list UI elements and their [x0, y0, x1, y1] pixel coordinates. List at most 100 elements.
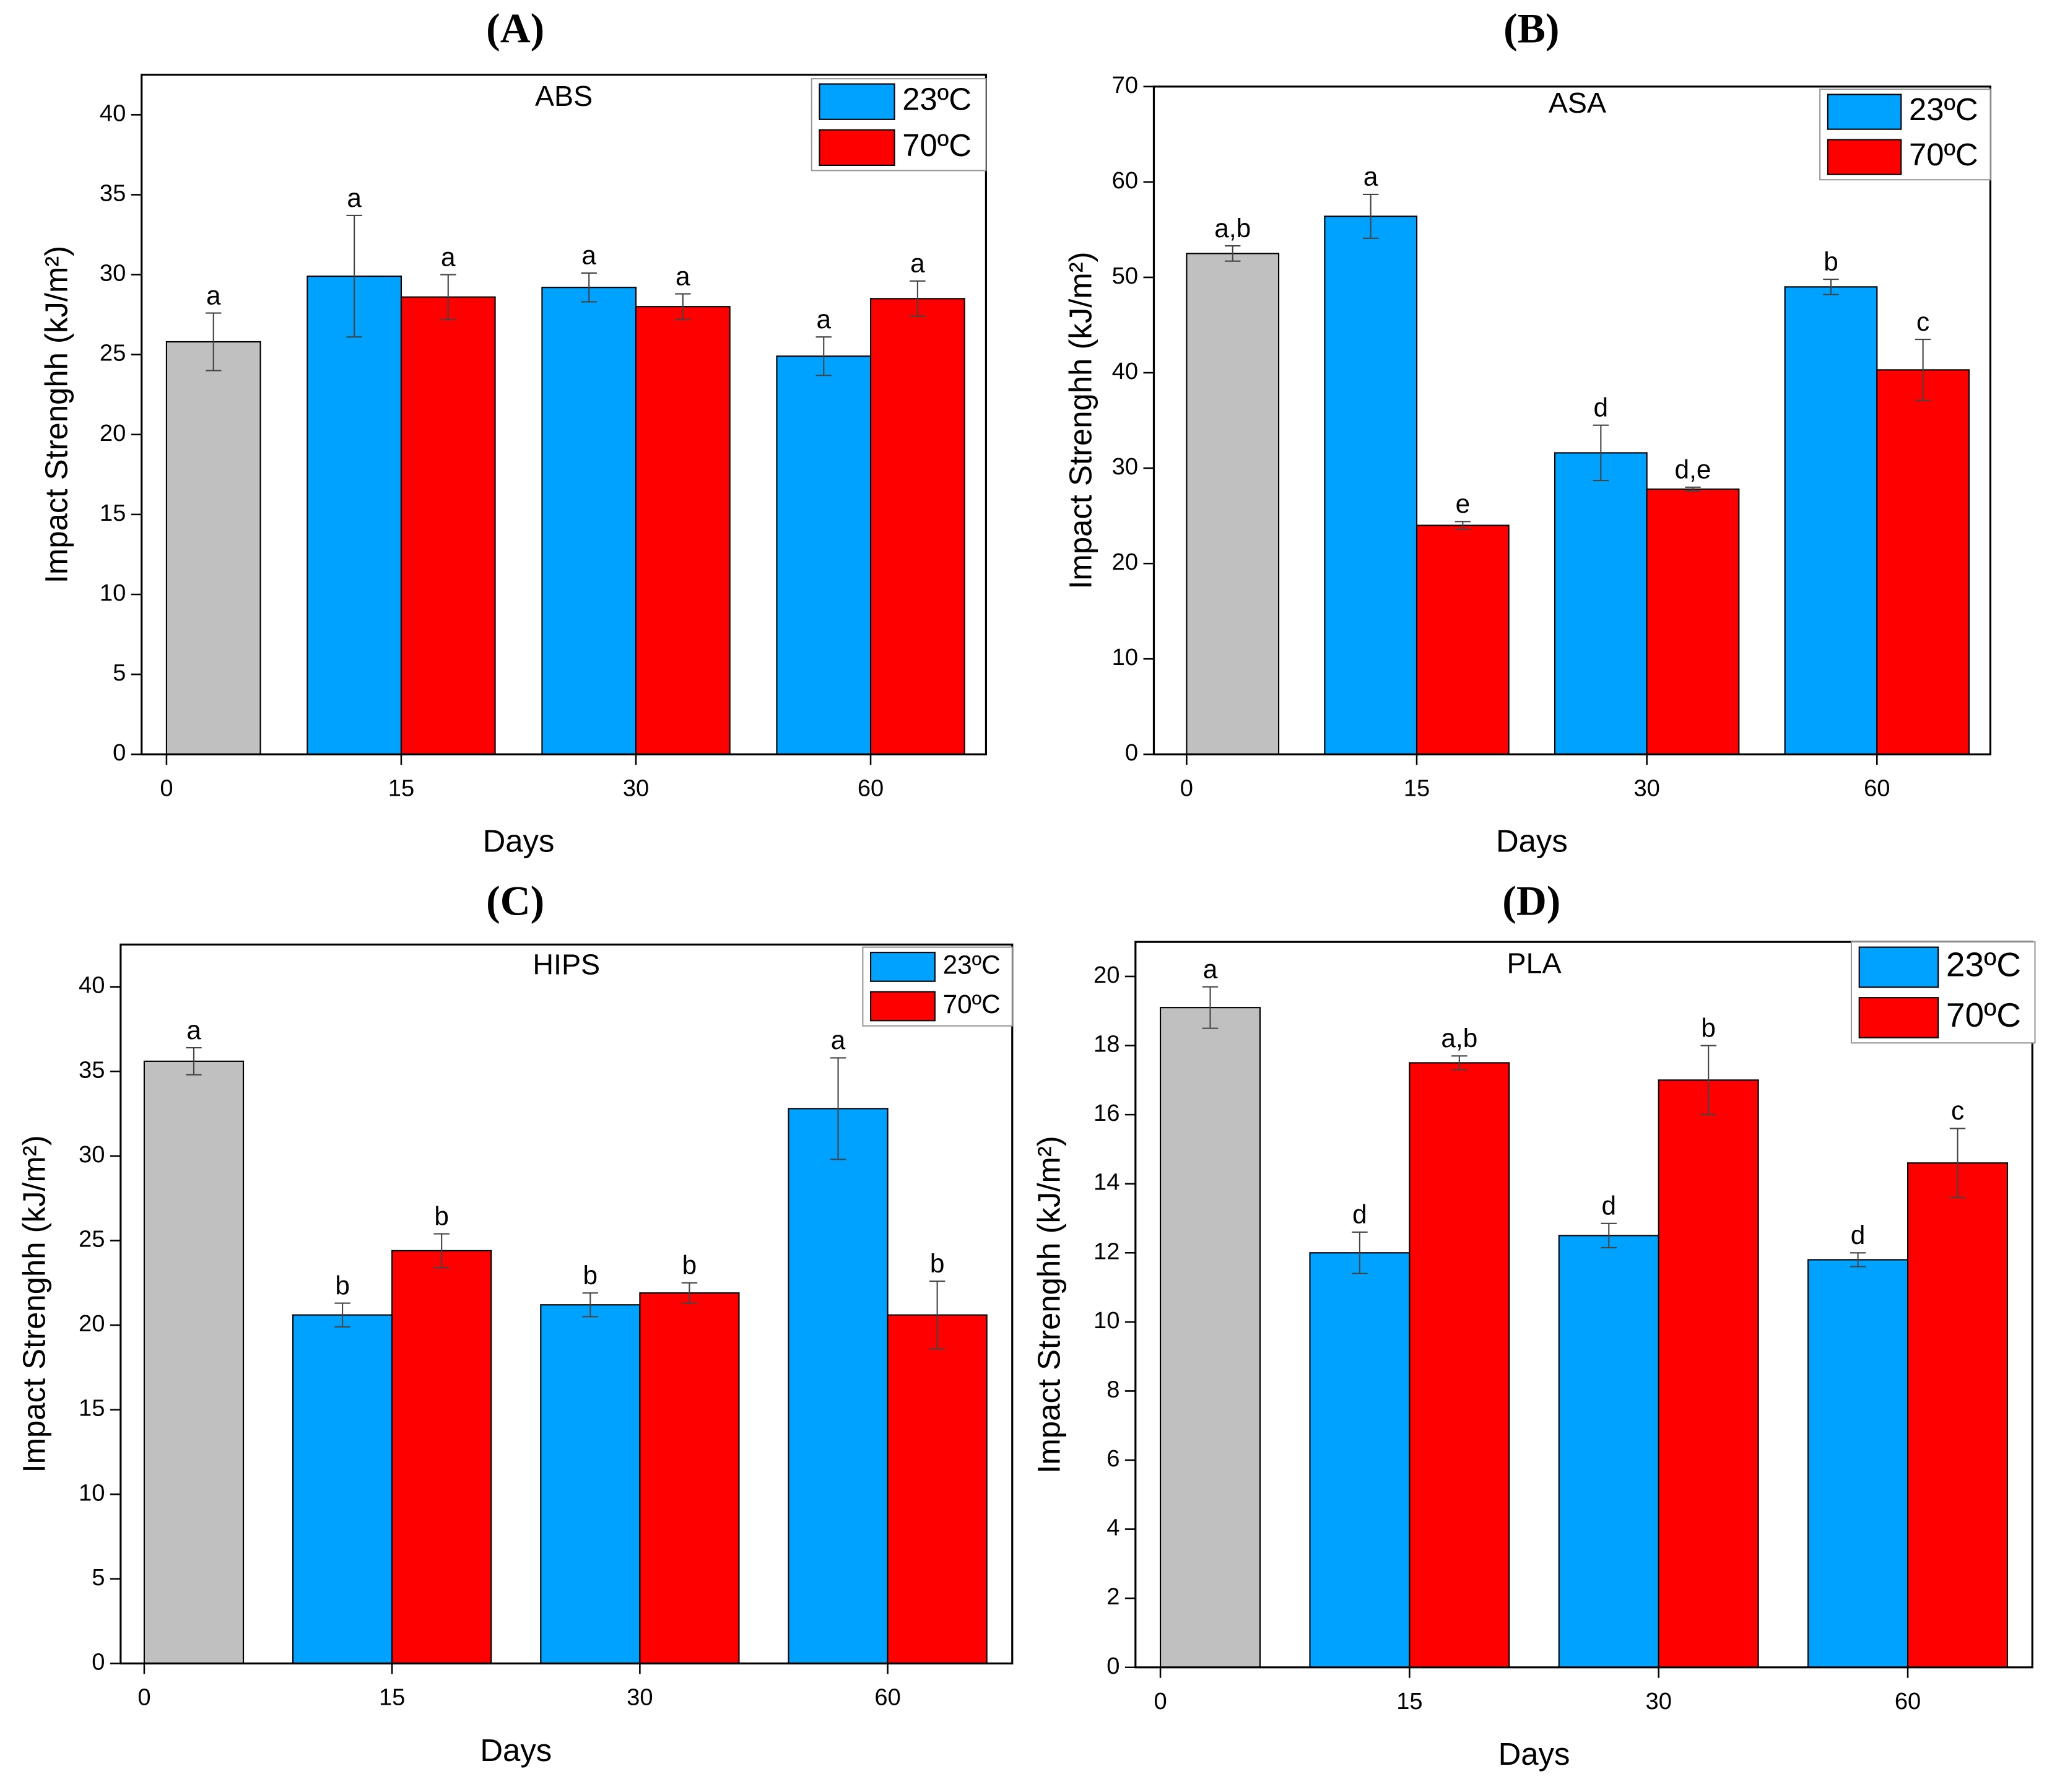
y-tick-label: 10 [79, 1479, 105, 1506]
panel-subtitle: ASA [1549, 87, 1606, 119]
significance-label: b [583, 1261, 598, 1290]
legend-swatch [1827, 139, 1902, 175]
bar [639, 1292, 740, 1664]
plot-frame [1152, 85, 1992, 755]
y-axis-label: Impact Strenghh (kJ/m²) [17, 1135, 52, 1472]
significance-label: b [930, 1249, 945, 1278]
bar [788, 1108, 889, 1664]
bar [1646, 488, 1740, 755]
bar [400, 296, 496, 755]
bar [870, 298, 965, 755]
significance-label: d,e [1675, 455, 1711, 484]
x-axis-label: Days [480, 1733, 552, 1768]
x-tick-label: 60 [1895, 1688, 1921, 1715]
y-tick-label: 8 [1106, 1376, 1119, 1403]
bar [306, 276, 402, 755]
bar [635, 306, 731, 755]
significance-label: a [816, 305, 831, 334]
x-tick-label: 60 [874, 1684, 900, 1711]
y-tick-label: 0 [92, 1648, 105, 1675]
significance-label: d [1851, 1220, 1866, 1250]
bar [1658, 1079, 1759, 1668]
legend-swatch [1827, 94, 1902, 130]
y-axis-label: Impact Strenghh (kJ/m²) [1032, 1136, 1067, 1473]
y-tick-label: 25 [100, 340, 126, 367]
legend-swatch [819, 83, 895, 120]
y-tick-label: 5 [113, 659, 126, 686]
bar [1554, 452, 1648, 755]
x-tick-label: 15 [388, 775, 414, 801]
legend-label: 70ºC [943, 990, 1001, 1019]
bar [1186, 253, 1280, 755]
y-axis-label: Impact Strenghh (kJ/m²) [1063, 251, 1098, 589]
significance-label: a,b [1214, 214, 1251, 243]
significance-label: b [1701, 1013, 1716, 1042]
plot-frame [141, 74, 988, 755]
significance-label: b [335, 1271, 350, 1300]
significance-label: a [441, 242, 456, 271]
y-tick-label: 20 [1112, 549, 1138, 575]
panel-subtitle: ABS [535, 80, 593, 112]
y-tick-label: 2 [1106, 1583, 1119, 1610]
legend-swatch [870, 991, 936, 1022]
panel-title: (D) [1502, 877, 1560, 924]
x-tick-label: 15 [379, 1684, 405, 1711]
panel-subtitle: HIPS [533, 949, 600, 981]
legend-label: 70ºC [902, 128, 972, 163]
bar [540, 1304, 641, 1664]
bar [776, 355, 872, 755]
significance-label: a [186, 1016, 201, 1045]
panel-subtitle: PLA [1507, 947, 1562, 980]
significance-label: a [1363, 162, 1378, 191]
y-tick-label: 15 [79, 1395, 105, 1422]
panel-title: (B) [1503, 6, 1559, 52]
panel-title: (A) [486, 6, 544, 52]
y-tick-label: 10 [100, 580, 126, 606]
x-tick-label: 30 [623, 775, 649, 801]
y-tick-label: 35 [100, 180, 126, 206]
x-tick-label: 0 [1180, 775, 1193, 801]
y-tick-label: 20 [1093, 962, 1119, 988]
x-axis-label: Days [1496, 824, 1568, 859]
y-tick-label: 10 [1093, 1307, 1119, 1334]
bar [1309, 1252, 1411, 1668]
y-tick-label: 18 [1093, 1031, 1119, 1058]
x-tick-label: 60 [858, 775, 884, 801]
x-tick-label: 0 [160, 775, 173, 801]
significance-label: a [1203, 954, 1218, 983]
significance-label: c [1916, 307, 1929, 336]
legend-label: 70ºC [1946, 996, 2021, 1034]
significance-label: b [1824, 247, 1838, 276]
legend-swatch [1858, 997, 1939, 1038]
bar [1784, 286, 1878, 755]
x-tick-label: 0 [137, 1684, 150, 1711]
x-axis-label: Days [1498, 1736, 1570, 1772]
bar [165, 341, 261, 755]
bar [391, 1250, 492, 1664]
y-tick-label: 30 [1112, 453, 1138, 480]
legend-label: 23ºC [1909, 92, 1978, 127]
bar [1159, 1007, 1261, 1668]
y-tick-label: 14 [1093, 1169, 1119, 1196]
y-tick-label: 12 [1093, 1238, 1119, 1264]
bar [887, 1314, 988, 1664]
y-tick-label: 25 [79, 1225, 105, 1252]
x-tick-label: 0 [1154, 1688, 1167, 1715]
bar [1876, 369, 1970, 755]
y-tick-label: 15 [100, 500, 126, 526]
bar [143, 1060, 245, 1664]
bar [1807, 1259, 1909, 1668]
significance-label: d [1601, 1191, 1616, 1220]
significance-label: e [1456, 489, 1471, 518]
significance-label: d [1594, 393, 1609, 422]
y-tick-label: 50 [1112, 263, 1138, 289]
significance-label: a [206, 281, 221, 310]
bar [541, 287, 637, 755]
y-tick-label: 6 [1106, 1445, 1119, 1472]
significance-label: a [831, 1025, 846, 1055]
y-tick-label: 0 [1106, 1653, 1119, 1679]
significance-label: b [434, 1201, 449, 1230]
bar [1558, 1235, 1659, 1668]
legend-swatch [819, 129, 895, 167]
